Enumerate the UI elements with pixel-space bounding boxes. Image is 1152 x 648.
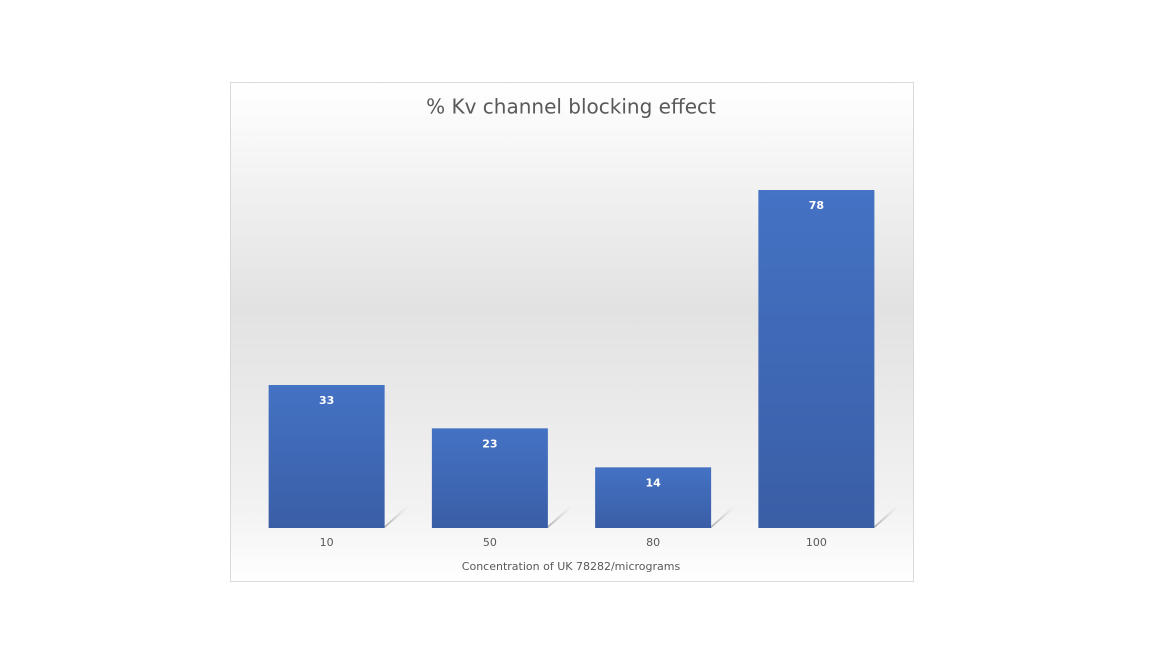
data-label: 14 xyxy=(645,476,661,489)
bar xyxy=(268,385,385,528)
chart-title: % Kv channel blocking effect xyxy=(426,95,716,119)
bar-shadow xyxy=(874,504,899,528)
x-tick-label: 80 xyxy=(646,536,660,549)
bar xyxy=(431,428,548,528)
data-label: 23 xyxy=(482,437,497,450)
x-axis-title: Concentration of UK 78282/micrograms xyxy=(462,560,681,573)
bar xyxy=(595,467,712,528)
bar-shadow xyxy=(711,504,736,528)
bar xyxy=(758,190,875,528)
data-label: 78 xyxy=(809,199,824,212)
x-tick-label: 10 xyxy=(320,536,334,549)
x-tick-label: 100 xyxy=(806,536,827,549)
bar-shadow xyxy=(384,504,409,528)
data-label: 33 xyxy=(319,394,334,407)
x-tick-label: 50 xyxy=(483,536,497,549)
bar-shadow xyxy=(547,504,572,528)
